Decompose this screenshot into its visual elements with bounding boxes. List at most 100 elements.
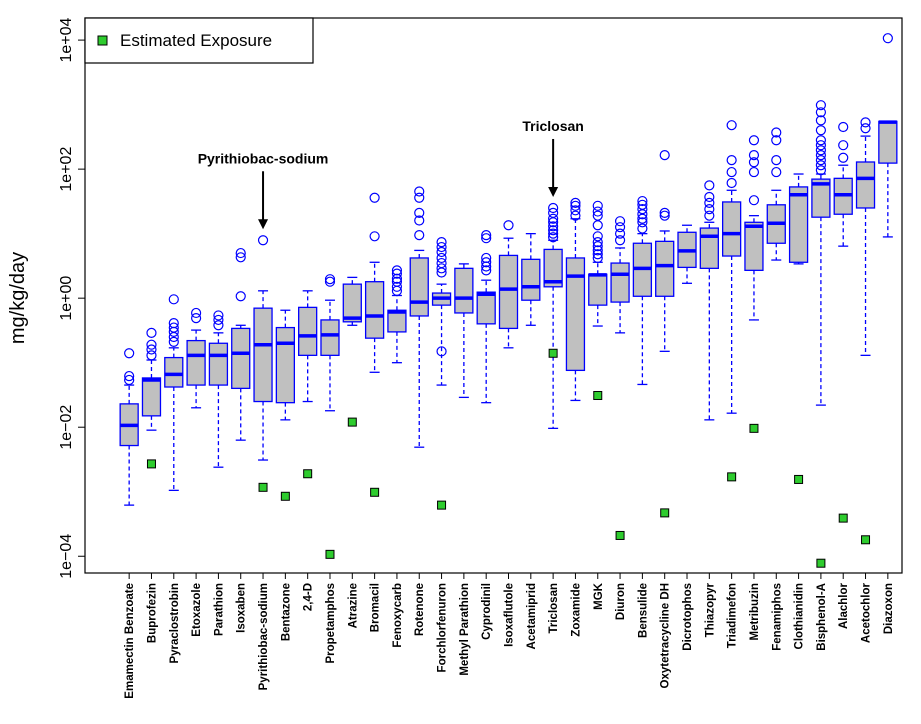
outlier xyxy=(570,210,581,221)
x-tick-label: Isoxaflutole xyxy=(504,583,516,647)
x-tick-label: Acetamiprid xyxy=(526,583,538,649)
outlier xyxy=(191,307,202,319)
exposure-point xyxy=(838,513,848,523)
box xyxy=(387,309,407,333)
x-tick-label: 2,4-D xyxy=(303,583,315,611)
box xyxy=(744,221,764,271)
x-tick-label: Thiazopyr xyxy=(704,582,716,637)
x-tick-label: Cyprodinil xyxy=(481,583,493,640)
outlier xyxy=(592,241,603,252)
x-tick-label: Clothianidin xyxy=(794,583,806,649)
outlier xyxy=(436,252,447,264)
outlier xyxy=(191,313,202,324)
outlier xyxy=(838,140,849,151)
outlier xyxy=(235,247,246,259)
annotation: Pyrithiobac-sodium xyxy=(198,150,329,166)
annotation-arrowhead xyxy=(258,219,269,230)
outlier xyxy=(213,314,224,326)
x-tick-label: Oxytetracycline DH xyxy=(660,583,672,688)
outlier xyxy=(614,222,626,233)
outlier xyxy=(436,263,447,274)
outlier xyxy=(548,228,559,239)
outlier xyxy=(481,257,492,268)
outlier xyxy=(168,336,179,348)
outlier xyxy=(637,204,648,215)
outlier xyxy=(815,160,827,171)
outlier xyxy=(592,236,603,248)
x-tick-label: Emamectin Benzoate xyxy=(124,583,136,699)
box xyxy=(231,327,251,390)
exposure-point xyxy=(660,508,670,518)
x-tick-label: Bromacil xyxy=(370,583,382,632)
outlier xyxy=(748,195,760,206)
outlier xyxy=(748,166,760,178)
box xyxy=(298,306,318,356)
y-tick-label: 1e+04 xyxy=(58,18,75,63)
exposure-point xyxy=(548,348,558,358)
x-tick-label: Dicrotophos xyxy=(682,583,694,651)
outlier xyxy=(704,191,715,203)
outlier xyxy=(369,192,380,203)
legend-box xyxy=(84,17,314,64)
outlier xyxy=(704,197,715,208)
box xyxy=(811,178,831,218)
outlier xyxy=(592,220,603,231)
outlier xyxy=(637,217,648,228)
outlier xyxy=(704,204,715,215)
outlier xyxy=(324,276,336,287)
outlier xyxy=(436,241,447,253)
outlier xyxy=(391,265,403,276)
outlier xyxy=(592,249,603,260)
box xyxy=(208,342,229,386)
box xyxy=(588,273,608,306)
y-tick-label: 1e+02 xyxy=(58,147,75,192)
outlier xyxy=(503,220,514,231)
x-tick-label: Propetamphos xyxy=(325,583,337,664)
x-tick-label: Fenoxycarb xyxy=(392,583,404,648)
outlier xyxy=(659,207,670,218)
box xyxy=(699,227,719,269)
y-tick-label: 1e+00 xyxy=(58,276,75,321)
outlier xyxy=(815,149,827,161)
outlier xyxy=(436,246,447,258)
outlier xyxy=(124,370,135,382)
x-tick-label: Parathion xyxy=(213,583,225,636)
outlier xyxy=(548,213,559,224)
exposure-point xyxy=(437,500,447,510)
outlier xyxy=(414,186,425,197)
outlier xyxy=(815,140,827,151)
outlier xyxy=(704,210,715,221)
outlier xyxy=(659,210,670,221)
outlier xyxy=(592,245,603,256)
outlier xyxy=(838,152,849,163)
box xyxy=(141,377,162,417)
outlier xyxy=(637,195,648,207)
outlier xyxy=(235,291,246,302)
outlier xyxy=(146,339,157,350)
box xyxy=(364,281,385,339)
outlier xyxy=(570,197,581,208)
annotation: Triclosan xyxy=(522,118,583,134)
outlier xyxy=(815,107,827,118)
outlier xyxy=(548,232,559,243)
outlier xyxy=(369,231,380,242)
outlier xyxy=(436,236,447,248)
x-tick-label: Acetochlor xyxy=(861,582,873,643)
box xyxy=(476,291,496,325)
outlier xyxy=(592,210,603,221)
outlier xyxy=(481,229,492,241)
outlier xyxy=(146,344,157,355)
box xyxy=(878,120,898,164)
x-tick-label: Fenamiphos xyxy=(771,583,783,651)
box xyxy=(655,240,675,297)
outlier xyxy=(592,200,603,211)
x-tick-label: Etoxazole xyxy=(191,583,203,637)
outlier xyxy=(815,155,827,166)
x-tick-label: Zoxamide xyxy=(570,583,582,637)
x-tick-label: Diazoxon xyxy=(883,583,895,634)
outlier xyxy=(771,166,782,178)
box xyxy=(253,307,273,403)
outlier xyxy=(570,200,581,211)
exposure-point xyxy=(615,530,625,540)
exposure-point xyxy=(794,474,804,484)
